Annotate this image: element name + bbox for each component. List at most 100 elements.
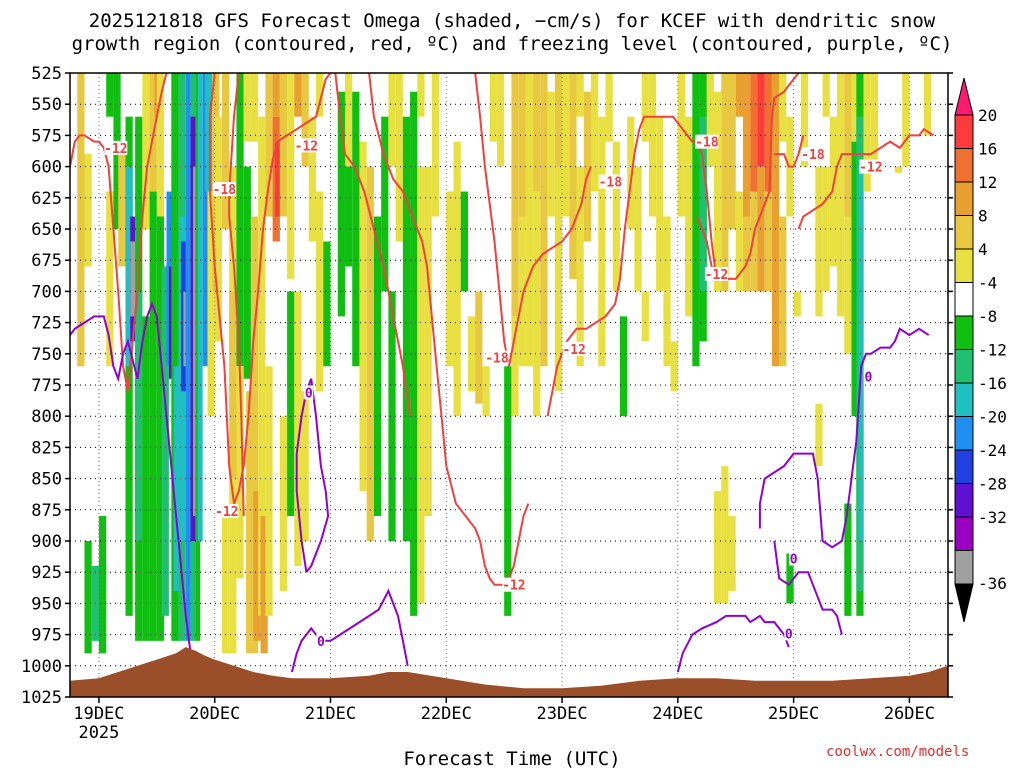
omega-cell: [272, 73, 280, 117]
omega-cell: [786, 553, 794, 604]
contour-label-bg: [215, 504, 239, 519]
dgz-contour-label: -12: [104, 142, 127, 157]
omega-cell: [923, 73, 932, 136]
colorbar-bottom-arrow: [954, 583, 974, 623]
colorbar-label: -4: [978, 274, 997, 293]
omega-cell: [388, 73, 396, 167]
omega-cell: [851, 73, 859, 142]
contour-label-bg: [104, 140, 128, 155]
omega-cell: [735, 191, 743, 292]
omega-cell: [627, 116, 635, 229]
contour-label-bg: [859, 159, 883, 174]
omega-cell: [554, 166, 563, 392]
omega-cell: [402, 116, 411, 542]
omega-cell: [323, 241, 331, 367]
colorbar-swatch: [954, 349, 974, 384]
colorbar-swatch: [954, 282, 974, 317]
omega-cell: [142, 73, 150, 229]
x-tick-label: 20DEC: [189, 704, 240, 724]
omega-cell: [229, 291, 237, 479]
omega-cell: [287, 73, 295, 279]
y-tick-label: 725: [31, 314, 62, 334]
x-tick-label: 25DEC: [768, 704, 819, 724]
omega-cell: [757, 73, 765, 167]
colorbar-label: -36: [978, 574, 1007, 593]
omega-cell: [634, 166, 642, 292]
omega-cell: [185, 73, 191, 641]
colorbar-label: -32: [978, 508, 1007, 527]
colorbar-label: -16: [978, 374, 1007, 393]
omega-cell: [316, 73, 324, 117]
omega-cell: [815, 166, 823, 317]
freezing-contour-line: [70, 301, 192, 654]
omega-cell: [84, 541, 92, 654]
y-tick-label: 700: [31, 282, 62, 302]
omega-cell: [518, 73, 526, 217]
y-tick-label: 975: [31, 626, 62, 646]
x-tick-label: 19DEC: [73, 704, 124, 724]
colorbar-label: 8: [978, 207, 988, 226]
y-tick-label: 850: [31, 470, 62, 490]
omega-cell: [294, 291, 302, 566]
contour-label-bg: [212, 182, 236, 197]
dgz-contour-label: -18: [485, 352, 509, 367]
dgz-contour-label: -12: [562, 343, 585, 358]
y-tick-label: 625: [31, 189, 62, 209]
freezing-contour-label: 0: [317, 635, 325, 650]
freezing-contour-label: 0: [305, 386, 313, 401]
omega-cell: [685, 116, 693, 317]
omega-cell: [236, 73, 244, 367]
omega-cell: [547, 91, 555, 217]
x-tick-sublabel: 2025: [78, 723, 119, 743]
contour-label-bg: [695, 134, 719, 149]
omega-cell: [598, 116, 606, 367]
omega-cell: [742, 73, 751, 217]
dgz-contour-label: -18: [599, 176, 623, 191]
omega-cell: [243, 166, 251, 379]
omega-cell: [714, 91, 722, 292]
omega-cell: [475, 291, 483, 404]
y-tick-label: 1025: [21, 688, 62, 708]
dgz-contour-line: [797, 127, 935, 230]
omega-cell: [135, 291, 143, 541]
y-tick-label: 950: [31, 594, 62, 614]
contour-label-bg: [502, 577, 526, 592]
freezing-contour-line: [290, 588, 409, 673]
omega-cell: [815, 403, 823, 467]
omega-cell: [837, 73, 845, 317]
dgz-contour-label: -18: [213, 183, 237, 198]
omega-cell: [576, 166, 584, 367]
omega-cell: [525, 73, 534, 367]
omega-cell: [800, 73, 809, 167]
omega-cell: [714, 491, 722, 604]
omega-cell: [446, 191, 454, 367]
y-tick-label: 750: [31, 345, 62, 365]
y-tick-label: 800: [31, 407, 62, 427]
contour-label-bg: [801, 147, 825, 162]
dgz-contour-label: -12: [859, 161, 882, 176]
omega-cell: [858, 166, 864, 541]
y-tick-label: 525: [31, 64, 62, 84]
y-tick-label: 925: [31, 563, 62, 583]
omega-cell: [870, 73, 879, 167]
omega-cell: [279, 73, 288, 217]
contour-label-bg: [485, 350, 509, 365]
dgz-contour-line: [474, 73, 592, 367]
omega-cell: [822, 73, 830, 117]
omega-cell: [504, 366, 512, 616]
omega-cell: [648, 73, 657, 217]
x-axis-label: Forecast Time (UTC): [403, 748, 621, 770]
omega-cell: [735, 73, 743, 117]
dgz-contour-label: -18: [695, 136, 719, 151]
omega-cell: [246, 391, 254, 654]
freezing-contour-line: [758, 327, 930, 549]
colorbar-swatch: [954, 114, 974, 149]
plot-area: -12 -18 -12 -12 -18 -12 -18 -12 -18 -12 -18 -12 0 0 0 0…: [70, 73, 948, 697]
y-tick-label: 675: [31, 251, 62, 271]
omega-cell: [706, 73, 715, 167]
chart-title-line2: growth region (contoured, red, ºC) and f…: [71, 33, 953, 55]
omega-cell: [554, 73, 563, 167]
omega-cell: [460, 191, 468, 292]
colorbar-label: -12: [978, 341, 1007, 360]
